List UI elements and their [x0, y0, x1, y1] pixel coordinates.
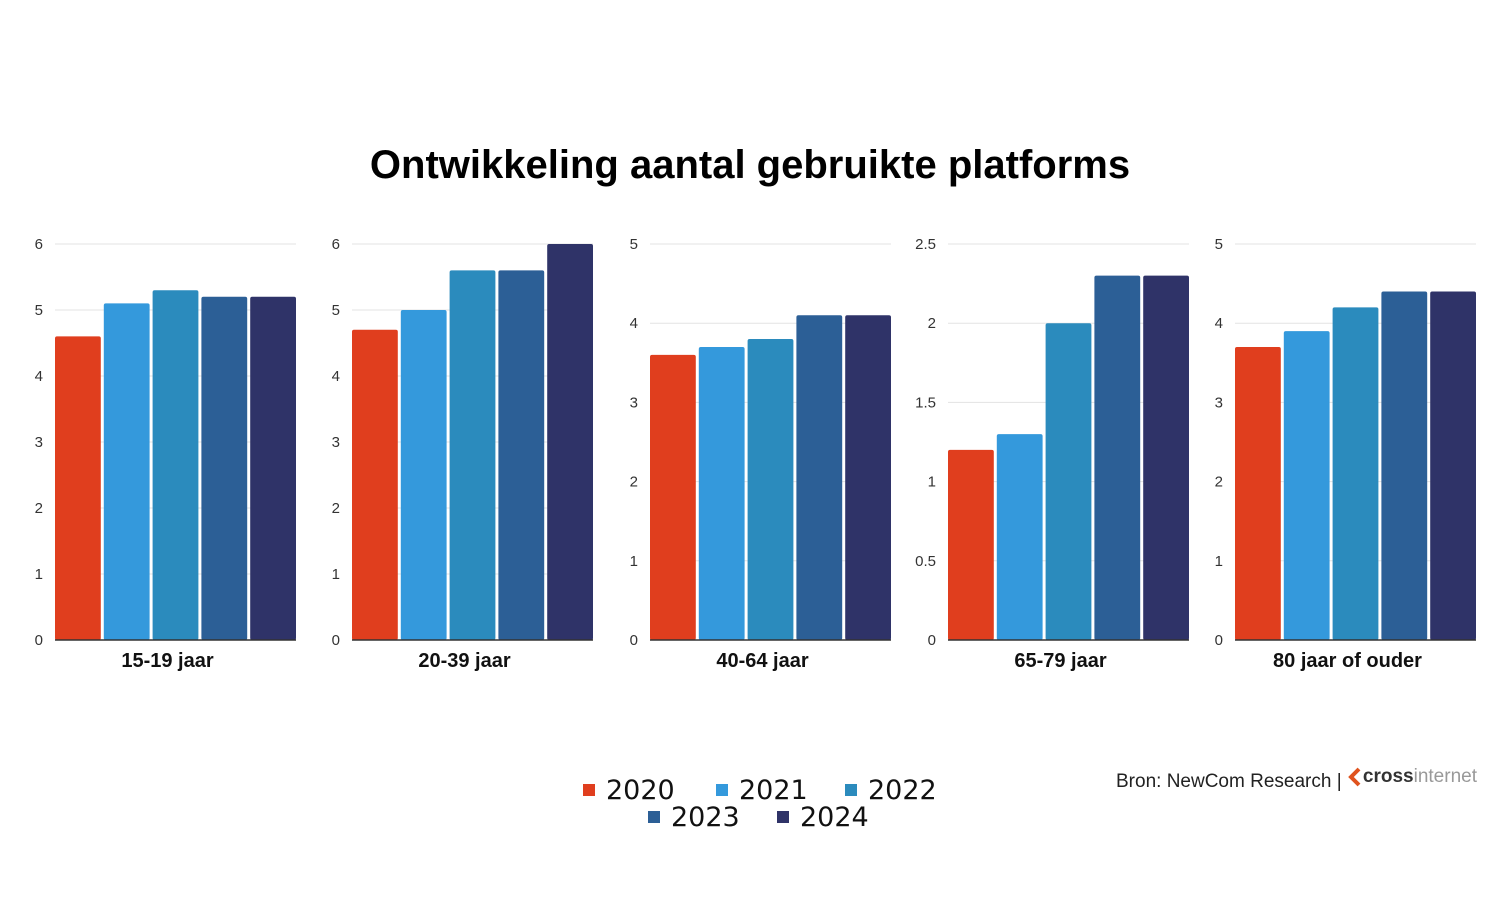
y-tick-label: 0	[332, 632, 340, 649]
bar-2021	[996, 434, 1043, 640]
y-tick-label: 1	[1215, 553, 1223, 570]
y-tick-label: 3	[1215, 394, 1223, 411]
y-tick-label: 1	[928, 474, 936, 491]
logo-text-bold: cross	[1362, 766, 1414, 787]
cross-internet-logo: cross internet	[1347, 766, 1477, 788]
legend-label: 2021	[739, 775, 808, 806]
y-tick-label: 5	[332, 302, 340, 319]
bar-2020	[352, 329, 398, 640]
bar-2023	[796, 315, 843, 640]
bar-2022	[1332, 307, 1379, 640]
bar-2024	[845, 315, 891, 640]
y-tick-label: 1	[630, 553, 638, 570]
bar-2021	[103, 303, 150, 640]
legend-label: 2023	[671, 802, 740, 833]
legend-swatch	[648, 811, 660, 823]
bar-2021	[698, 346, 745, 640]
source-note: Bron: NewCom Research | cross internet	[1116, 766, 1477, 793]
y-tick-label: 2	[630, 474, 638, 491]
bar-2024	[1143, 275, 1189, 640]
bar-2020	[1235, 346, 1281, 640]
y-tick-label: 2	[35, 500, 43, 517]
y-tick-label: 6	[332, 236, 340, 253]
y-tick-label: 4	[332, 368, 340, 385]
legend-swatch	[845, 784, 857, 796]
category-label: 15-19 jaar	[121, 650, 214, 672]
bar-2021	[1283, 331, 1330, 640]
bar-2022	[747, 339, 794, 640]
bar-2024	[250, 296, 296, 640]
category-label: 20-39 jaar	[418, 650, 511, 672]
y-tick-label: 1	[35, 566, 43, 583]
y-tick-label: 5	[35, 302, 43, 319]
y-tick-label: 2	[1215, 474, 1223, 491]
y-tick-label: 4	[35, 368, 43, 385]
category-label: 65-79 jaar	[1014, 650, 1107, 672]
bar-2022	[152, 290, 199, 640]
y-tick-label: 1.5	[915, 394, 936, 411]
y-tick-label: 0.5	[915, 553, 936, 570]
category-label: 80 jaar of ouder	[1273, 650, 1422, 672]
bar-2024	[1430, 291, 1476, 640]
y-tick-label: 3	[332, 434, 340, 451]
category-label: 40-64 jaar	[716, 650, 809, 672]
legend-swatch	[716, 784, 728, 796]
bar-2024	[547, 244, 593, 640]
y-tick-label: 5	[1215, 236, 1223, 253]
legend-label: 2020	[606, 775, 675, 806]
bar-2021	[400, 310, 447, 640]
bar-2022	[1045, 323, 1092, 640]
bar-2020	[55, 336, 101, 640]
y-tick-label: 5	[630, 236, 638, 253]
y-tick-label: 2	[928, 315, 936, 332]
logo-icon	[1348, 767, 1361, 787]
bar-2020	[948, 449, 994, 640]
y-tick-label: 0	[630, 632, 638, 649]
y-tick-label: 2.5	[915, 236, 936, 253]
bar-2023	[1094, 275, 1141, 640]
bar-2023	[201, 296, 248, 640]
y-tick-label: 2	[332, 500, 340, 517]
source-text: Bron: NewCom Research |	[1116, 771, 1342, 792]
y-tick-label: 4	[1215, 315, 1223, 332]
y-tick-label: 4	[630, 315, 638, 332]
logo-text-light: internet	[1413, 766, 1477, 787]
y-tick-label: 0	[1215, 632, 1223, 649]
y-tick-label: 1	[332, 566, 340, 583]
y-tick-label: 3	[630, 394, 638, 411]
legend-label: 2022	[868, 775, 937, 806]
bar-2022	[449, 270, 496, 640]
legend-swatch	[583, 784, 595, 796]
bar-2020	[650, 354, 696, 640]
y-tick-label: 0	[928, 632, 936, 649]
y-tick-label: 3	[35, 434, 43, 451]
bar-2023	[1381, 291, 1428, 640]
legend-label: 2024	[800, 802, 869, 833]
bar-2023	[498, 270, 545, 640]
y-tick-label: 6	[35, 236, 43, 253]
legend-swatch	[777, 811, 789, 823]
chart-title: Ontwikkeling aantal gebruikte platforms	[369, 143, 1131, 187]
y-tick-label: 0	[35, 632, 43, 649]
